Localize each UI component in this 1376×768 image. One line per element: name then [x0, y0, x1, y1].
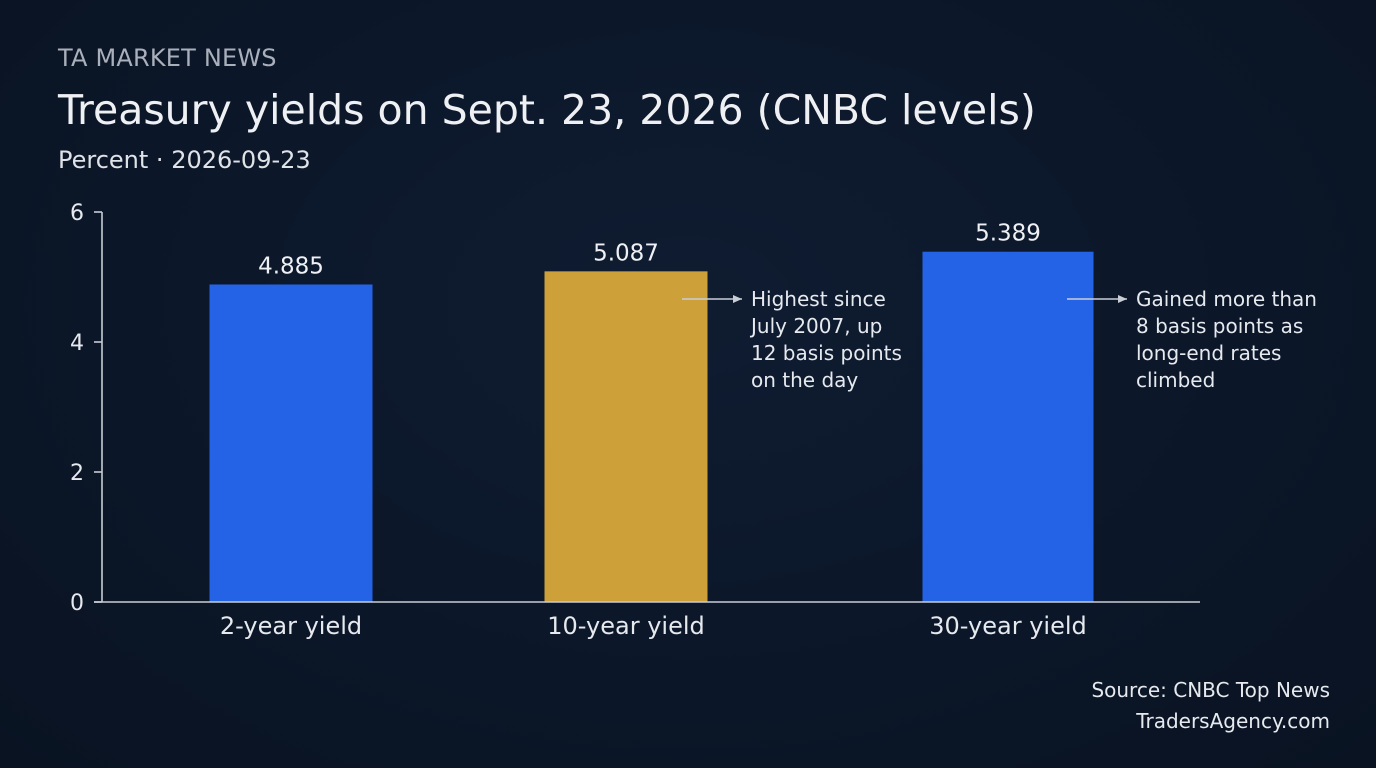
source-block: Source: CNBC Top News TradersAgency.com — [1091, 675, 1330, 737]
category-label: 10-year yield — [547, 612, 705, 640]
source-text: Source: CNBC Top News — [1091, 678, 1330, 702]
value-label: 5.389 — [975, 221, 1041, 247]
y-tick-label: 6 — [70, 201, 84, 226]
chart-subtitle: Percent · 2026-09-23 — [58, 146, 311, 174]
annotation-line: climbed — [1136, 368, 1215, 392]
bar — [209, 284, 373, 602]
annotation-line: long-end rates — [1136, 341, 1281, 365]
annotation-line: Highest since — [751, 287, 886, 311]
chart-title: Treasury yields on Sept. 23, 2026 (CNBC … — [58, 86, 1036, 134]
annotation-text: Gained more than 8 basis points as long-en… — [1136, 287, 1317, 392]
annotation-line: Gained more than — [1136, 287, 1317, 311]
bar — [922, 251, 1094, 602]
annotation-line: on the day — [751, 368, 858, 392]
y-tick-label: 2 — [70, 461, 84, 486]
y-tick-label: 4 — [70, 331, 84, 356]
category-label: 30-year yield — [929, 612, 1087, 640]
value-label: 5.087 — [593, 240, 659, 266]
annotation-line: 8 basis points as — [1136, 314, 1303, 338]
category-label: 2-year yield — [220, 612, 362, 640]
site-text: TradersAgency.com — [1136, 709, 1330, 733]
value-label: 4.885 — [258, 253, 324, 279]
annotation-text: Highest since July 2007, up 12 basis point… — [749, 287, 902, 392]
bar — [544, 271, 708, 602]
annotation-line: July 2007, up — [749, 314, 882, 338]
annotation-line: 12 basis points — [751, 341, 902, 365]
y-tick-label: 0 — [70, 591, 84, 616]
kicker: TA MARKET NEWS — [58, 44, 277, 72]
